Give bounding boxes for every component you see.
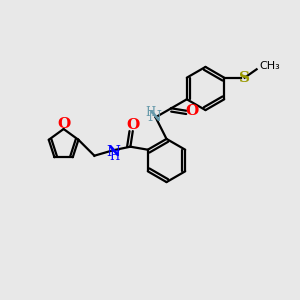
Text: O: O bbox=[185, 104, 198, 118]
Text: H: H bbox=[110, 150, 120, 163]
Text: O: O bbox=[126, 118, 140, 132]
Text: S: S bbox=[239, 71, 250, 85]
Text: O: O bbox=[57, 117, 70, 131]
Text: N: N bbox=[106, 145, 120, 158]
Text: CH₃: CH₃ bbox=[259, 61, 280, 71]
Text: H: H bbox=[146, 106, 156, 119]
Text: N: N bbox=[147, 110, 161, 124]
